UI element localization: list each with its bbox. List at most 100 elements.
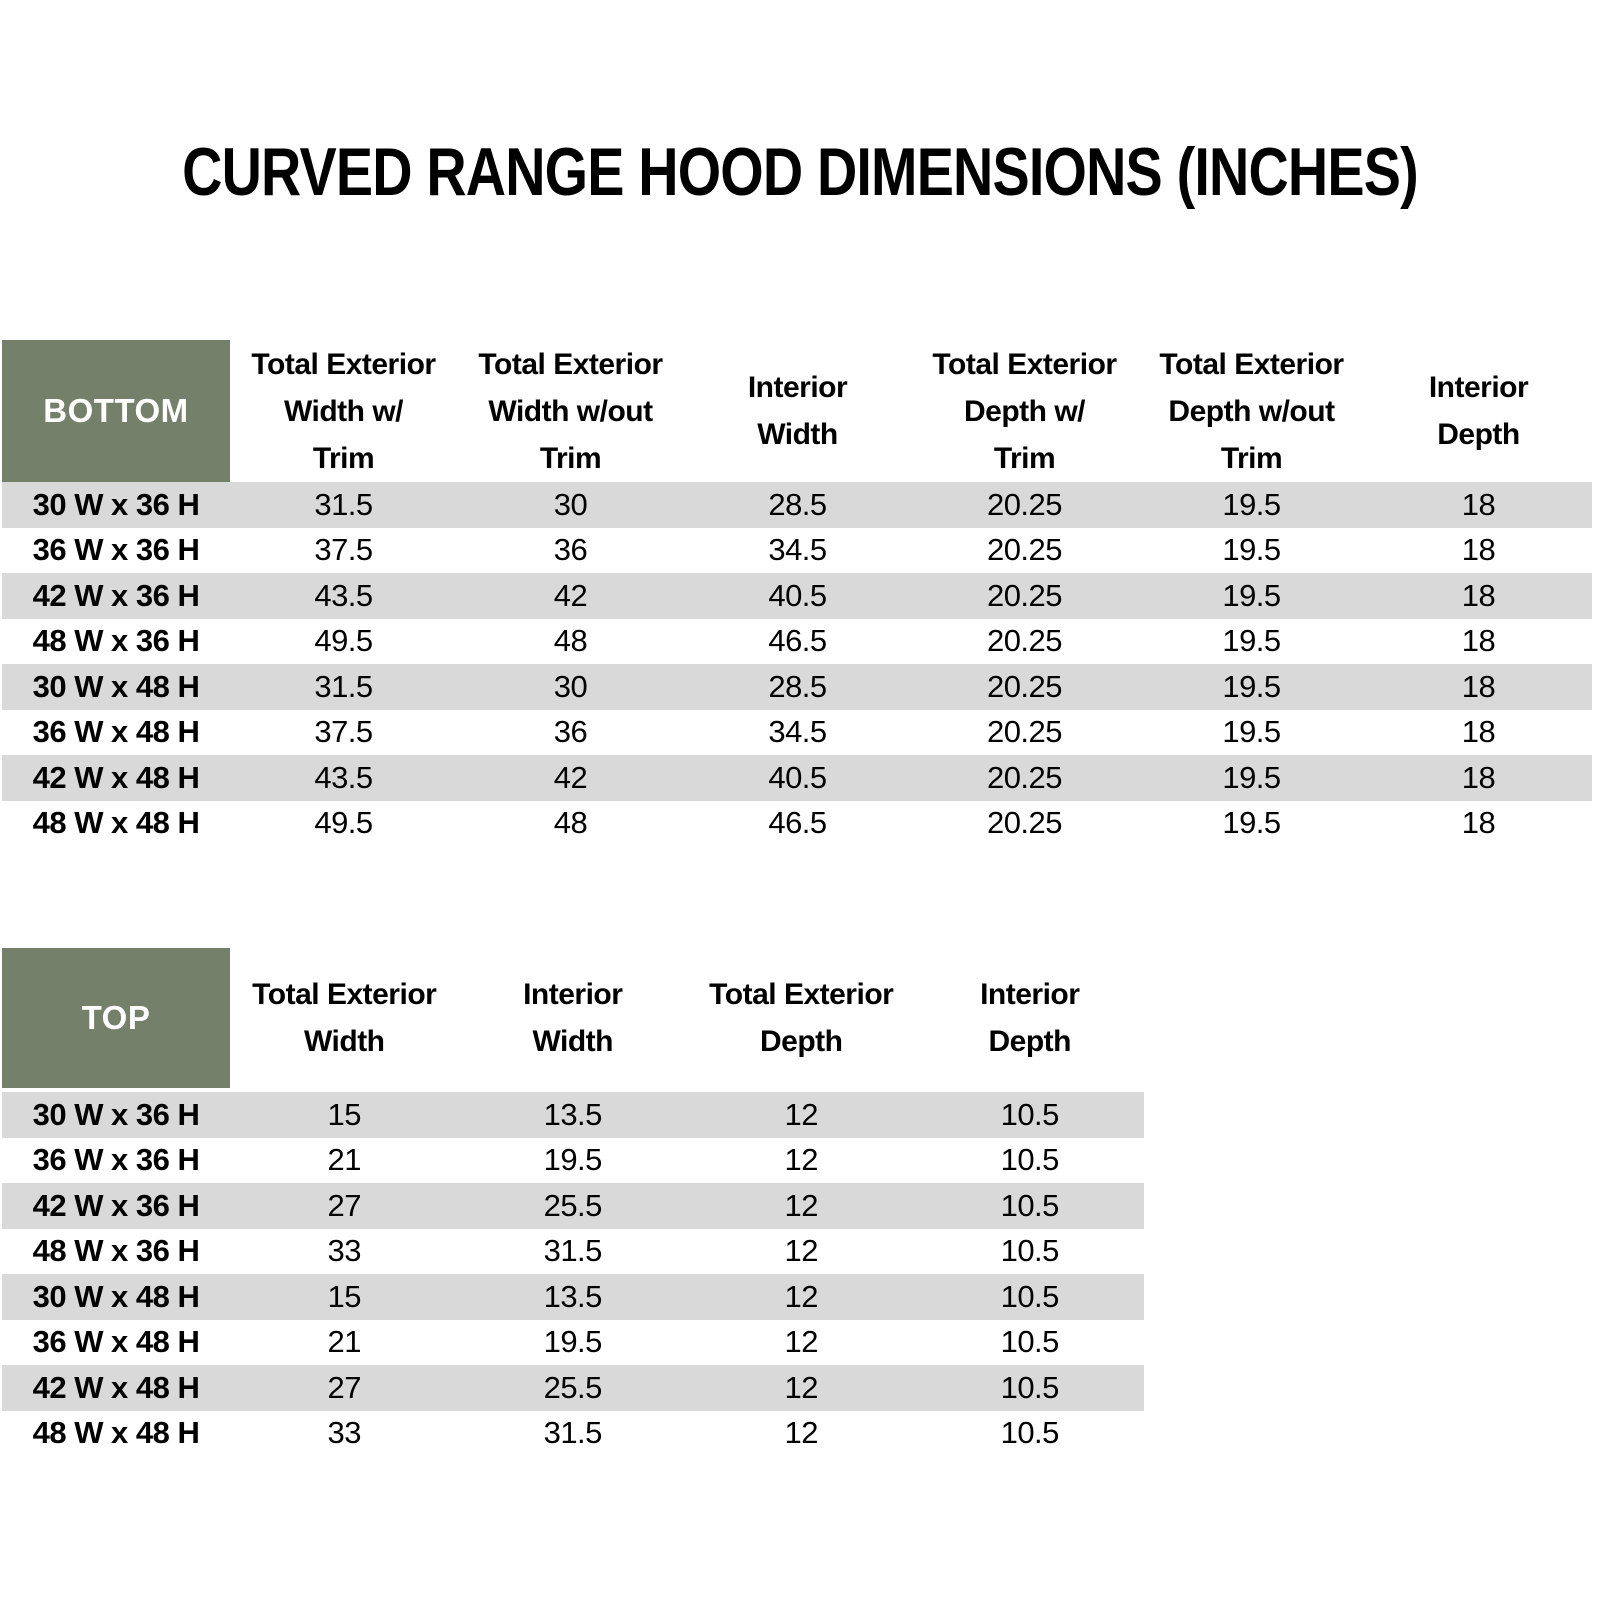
value-cell: 15 — [327, 1096, 362, 1132]
bottom-table-header-row: BOTTOM Total Exterior Width w/ Trim Total … — [2, 340, 1592, 482]
value-cell: 20.25 — [986, 532, 1063, 568]
value-cell: 12 — [784, 1142, 819, 1178]
value-cell: 20.25 — [986, 805, 1063, 841]
value-cell: 48 — [553, 805, 588, 841]
column-header: Interior Width — [523, 978, 623, 1058]
value-cell: 10.5 — [1000, 1278, 1060, 1314]
value-cell: 40.5 — [768, 759, 827, 795]
value-cell: 36 — [553, 714, 588, 750]
value-cell: 10.5 — [1000, 1233, 1060, 1269]
column-header: Total Exterior Width — [252, 978, 437, 1058]
value-cell: 43.5 — [314, 577, 373, 613]
value-cell: 18 — [1461, 759, 1496, 795]
size-cell: 36 W x 36 H — [32, 1142, 200, 1178]
value-cell: 21 — [327, 1142, 362, 1178]
value-cell: 49.5 — [314, 623, 373, 659]
value-cell: 20.25 — [986, 759, 1063, 795]
value-cell: 37.5 — [314, 714, 373, 750]
value-cell: 27 — [327, 1187, 362, 1223]
column-header: Total Exterior Width w/out Trim — [478, 347, 663, 475]
value-cell: 12 — [784, 1096, 819, 1132]
size-cell: 36 W x 48 H — [32, 1324, 200, 1360]
value-cell: 42 — [553, 759, 588, 795]
value-cell: 20.25 — [986, 714, 1063, 750]
value-cell: 18 — [1461, 805, 1496, 841]
size-cell: 48 W x 48 H — [32, 805, 200, 841]
size-cell: 42 W x 36 H — [32, 1187, 200, 1223]
value-cell: 19.5 — [1222, 668, 1281, 704]
table-row: 30 W x 48 H 15 13.5 12 10.5 — [2, 1274, 1144, 1320]
column-header: Interior Width — [747, 371, 848, 451]
page-title: CURVED RANGE HOOD DIMENSIONS (INCHES) — [182, 134, 1419, 210]
column-header: Interior Depth — [980, 978, 1080, 1058]
table-row: 36 W x 48 H 37.5 36 34.5 20.25 19.5 18 — [2, 709, 1592, 755]
size-cell: 30 W x 36 H — [32, 1096, 200, 1132]
table-row: 36 W x 48 H 21 19.5 12 10.5 — [2, 1319, 1144, 1365]
value-cell: 19.5 — [1222, 532, 1281, 568]
value-cell: 27 — [327, 1369, 362, 1405]
value-cell: 34.5 — [768, 714, 827, 750]
bottom-corner-label: BOTTOM — [2, 340, 230, 482]
value-cell: 28.5 — [768, 486, 827, 522]
value-cell: 33 — [327, 1233, 362, 1269]
value-cell: 12 — [784, 1278, 819, 1314]
value-cell: 20.25 — [986, 623, 1063, 659]
table-row: 48 W x 36 H 33 31.5 12 10.5 — [2, 1228, 1144, 1274]
value-cell: 28.5 — [768, 668, 827, 704]
top-table-body: 30 W x 36 H 15 13.5 12 10.5 36 W x 36 H 21 19.5… — [2, 1092, 1144, 1456]
column-header: Total Exterior Width w/ Trim — [251, 347, 436, 475]
value-cell: 13.5 — [543, 1278, 603, 1314]
size-cell: 42 W x 48 H — [32, 759, 200, 795]
column-header: Total Exterior Depth w/ Trim — [932, 347, 1117, 475]
value-cell: 20.25 — [986, 486, 1063, 522]
value-cell: 49.5 — [314, 805, 373, 841]
table-row: 42 W x 36 H 27 25.5 12 10.5 — [2, 1183, 1144, 1229]
bottom-dimensions-table: BOTTOM Total Exterior Width w/ Trim Total … — [2, 340, 1592, 846]
value-cell: 18 — [1461, 577, 1496, 613]
value-cell: 10.5 — [1000, 1187, 1060, 1223]
value-cell: 43.5 — [314, 759, 373, 795]
value-cell: 34.5 — [768, 532, 827, 568]
value-cell: 18 — [1461, 623, 1496, 659]
top-corner-label: TOP — [2, 948, 230, 1088]
value-cell: 19.5 — [1222, 805, 1281, 841]
value-cell: 12 — [784, 1187, 819, 1223]
value-cell: 21 — [327, 1324, 362, 1360]
value-cell: 31.5 — [543, 1415, 603, 1451]
value-cell: 19.5 — [1222, 486, 1281, 522]
table-row: 48 W x 48 H 49.5 48 46.5 20.25 19.5 18 — [2, 800, 1592, 846]
value-cell: 10.5 — [1000, 1369, 1060, 1405]
value-cell: 42 — [553, 577, 588, 613]
table-row: 42 W x 36 H 43.5 42 40.5 20.25 19.5 18 — [2, 573, 1592, 619]
top-table-header-row: TOP Total Exterior Width Interior Width Tot… — [2, 948, 1144, 1088]
value-cell: 12 — [784, 1233, 819, 1269]
column-header: Total Exterior Depth — [709, 978, 894, 1058]
value-cell: 25.5 — [543, 1369, 603, 1405]
value-cell: 18 — [1461, 532, 1496, 568]
value-cell: 12 — [784, 1415, 819, 1451]
value-cell: 19.5 — [543, 1142, 603, 1178]
table-row: 48 W x 36 H 49.5 48 46.5 20.25 19.5 18 — [2, 618, 1592, 664]
value-cell: 30 — [553, 486, 588, 522]
size-cell: 36 W x 48 H — [32, 714, 200, 750]
table-row: 30 W x 36 H 15 13.5 12 10.5 — [2, 1092, 1144, 1138]
value-cell: 30 — [553, 668, 588, 704]
size-cell: 48 W x 36 H — [32, 1233, 200, 1269]
column-header: Total Exterior Depth w/out Trim — [1159, 347, 1344, 475]
size-cell: 30 W x 48 H — [32, 1278, 200, 1314]
value-cell: 31.5 — [314, 486, 373, 522]
table-row: 36 W x 36 H 21 19.5 12 10.5 — [2, 1137, 1144, 1183]
table-row: 30 W x 48 H 31.5 30 28.5 20.25 19.5 18 — [2, 664, 1592, 710]
value-cell: 20.25 — [986, 577, 1063, 613]
value-cell: 19.5 — [1222, 623, 1281, 659]
value-cell: 10.5 — [1000, 1096, 1060, 1132]
value-cell: 18 — [1461, 668, 1496, 704]
value-cell: 31.5 — [543, 1233, 603, 1269]
size-cell: 48 W x 36 H — [32, 623, 200, 659]
table-row: 42 W x 48 H 43.5 42 40.5 20.25 19.5 18 — [2, 755, 1592, 801]
value-cell: 10.5 — [1000, 1142, 1060, 1178]
value-cell: 19.5 — [543, 1324, 603, 1360]
size-cell: 42 W x 48 H — [32, 1369, 200, 1405]
value-cell: 48 — [553, 623, 588, 659]
